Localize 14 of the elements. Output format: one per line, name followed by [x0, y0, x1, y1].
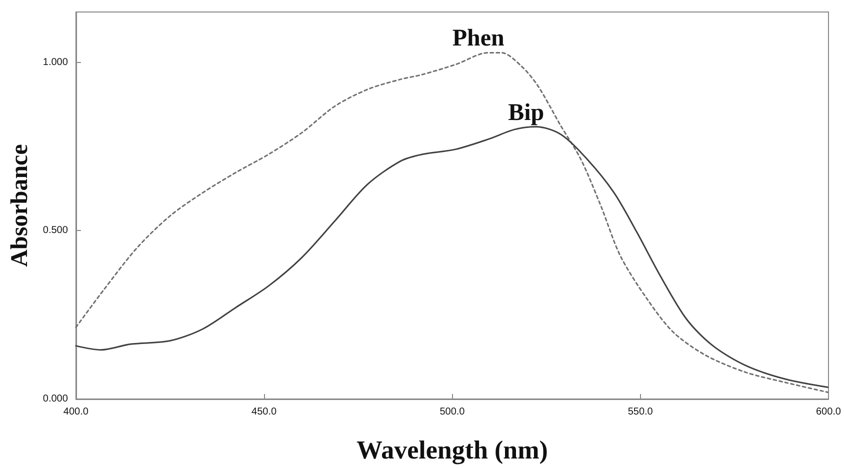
series-label: Bip — [508, 100, 544, 126]
line-series — [75, 126, 828, 388]
y-tick-label: 0.500 — [42, 225, 68, 236]
x-tick-label: 400.0 — [63, 406, 89, 418]
series-label: Phen — [452, 26, 504, 52]
x-tick-label: 600.0 — [816, 406, 842, 418]
x-tick-label: 450.0 — [252, 406, 278, 418]
line-series — [75, 52, 828, 394]
y-tick-label: 1.000 — [42, 56, 68, 68]
y-tick-label: 0.000 — [42, 394, 68, 404]
x-axis-title: Wavelength (nm) — [356, 436, 548, 464]
x-tick-label: 500.0 — [440, 406, 466, 418]
x-tick-label: 550.0 — [628, 406, 654, 418]
y-axis-title: Absorbance — [7, 144, 33, 267]
